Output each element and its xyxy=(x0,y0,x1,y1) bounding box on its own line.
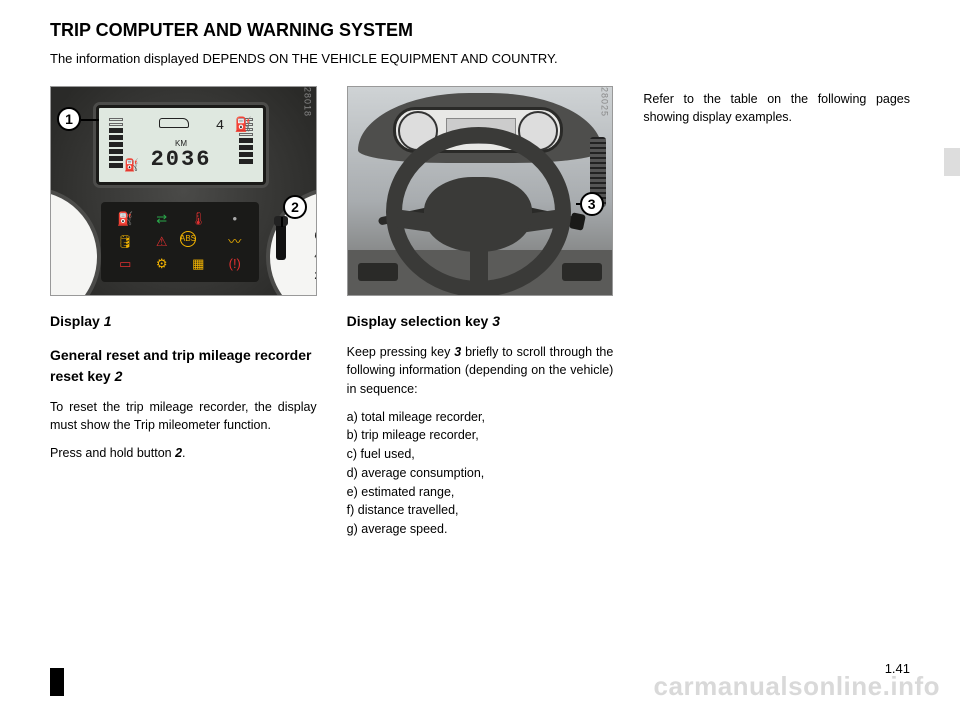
lcd-odometer-value: 2036 xyxy=(99,144,263,176)
sequence-list: a) total mileage recorder, b) trip milea… xyxy=(347,408,614,539)
tick-60: 60 xyxy=(314,226,316,246)
brake-icon: (!) xyxy=(217,253,254,276)
figure-2-steering-wheel: 3 28025 xyxy=(347,86,614,296)
tick-40: 40 xyxy=(314,246,316,266)
section-tab xyxy=(944,148,960,176)
oil-pressure-icon: 🛢 xyxy=(107,231,144,254)
column-3: Refer to the table on the following page… xyxy=(643,86,910,539)
warning-dot-icon: • xyxy=(217,208,254,231)
seq-item-a: a) total mileage recorder, xyxy=(347,408,614,427)
steering-wheel xyxy=(386,127,571,296)
reset-paragraph: To reset the trip mileage recorder, the … xyxy=(50,398,317,434)
seq-item-b: b) trip mileage recorder, xyxy=(347,426,614,445)
content-columns: 8 60 40 20 xyxy=(50,86,910,539)
warning-light-panel: ⛽ ⇄ 🌡 • 🛢 ⚠ ABS 〰 ▭ ⚙ ▦ (!) xyxy=(101,202,259,282)
tick-8: 8 xyxy=(314,206,316,226)
glow-icon: 〰 xyxy=(217,231,254,254)
hazard-icon: ⚠ xyxy=(144,231,181,254)
callout-2: 2 xyxy=(283,195,307,219)
speed-ticks: 8 60 40 20 xyxy=(314,206,316,286)
page-title: TRIP COMPUTER AND WARNING SYSTEM xyxy=(50,20,910,41)
seq-item-e: e) estimated range, xyxy=(347,483,614,502)
lcd-trip-value: 4 ⛽ xyxy=(99,116,253,136)
trip-lcd-display: 4 ⛽ KM ⛽ 2036 xyxy=(96,105,266,185)
callout-1-line xyxy=(81,119,99,121)
press-hold-paragraph: Press and hold button 2. xyxy=(50,444,317,462)
seq-item-g: g) average speed. xyxy=(347,520,614,539)
selection-key-intro: Keep pressing key 3 briefly to scroll th… xyxy=(347,343,614,397)
coolant-temp-icon: 🌡 xyxy=(180,208,217,231)
callout-3: 3 xyxy=(580,192,604,216)
selection-key-heading: Display selection key 3 xyxy=(347,311,614,331)
page-subtitle: The information displayed DEPENDS ON THE… xyxy=(50,51,910,66)
callout-2-line xyxy=(281,217,283,227)
defrost-icon: ▦ xyxy=(180,253,217,276)
battery-icon: ▭ xyxy=(107,253,144,276)
seq-item-c: c) fuel used, xyxy=(347,445,614,464)
fuel-warning-icon: ⛽ xyxy=(107,208,144,231)
callout-1: 1 xyxy=(57,107,81,131)
tick-20: 20 xyxy=(314,266,316,286)
turn-signal-icon: ⇄ xyxy=(144,208,181,231)
engine-icon: ⚙ xyxy=(144,253,181,276)
crop-mark xyxy=(50,668,64,696)
column-2: 3 28025 Display selection key 3 Keep pre… xyxy=(347,86,614,539)
reset-heading: General reset and trip mileage recorder … xyxy=(50,345,317,386)
display-heading: Display 1 xyxy=(50,311,317,331)
seq-item-f: f) distance travelled, xyxy=(347,501,614,520)
figure-2-code: 28025 xyxy=(597,87,610,117)
abs-icon: ABS xyxy=(180,231,196,247)
figure-1-instrument-cluster: 8 60 40 20 xyxy=(50,86,317,296)
manual-page: TRIP COMPUTER AND WARNING SYSTEM The inf… xyxy=(0,0,960,579)
wheel-hub-airbag xyxy=(424,177,532,252)
watermark-text: carmanualsonline.info xyxy=(654,671,940,702)
seq-item-d: d) average consumption, xyxy=(347,464,614,483)
column-1: 8 60 40 20 xyxy=(50,86,317,539)
refer-table-paragraph: Refer to the table on the following page… xyxy=(643,90,910,126)
figure-1-code: 28018 xyxy=(301,87,314,117)
reset-button-knob xyxy=(276,222,286,260)
